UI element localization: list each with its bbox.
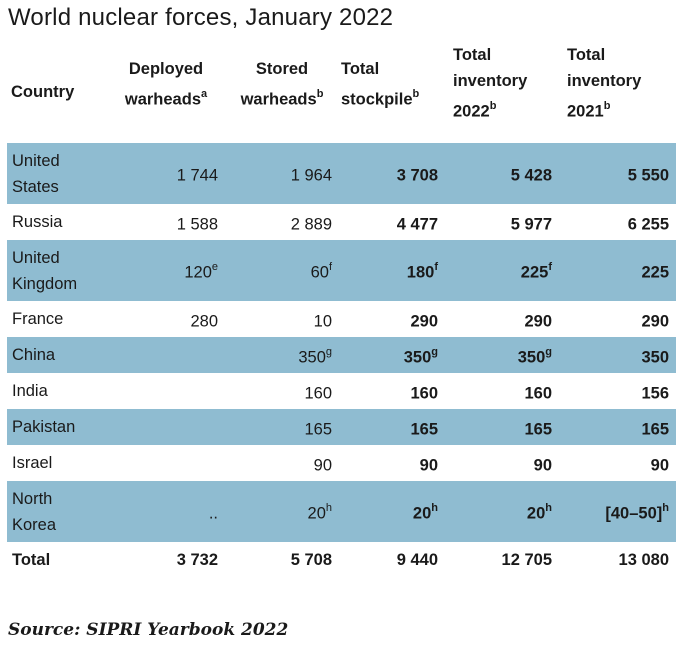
value-cell: 1 744 bbox=[107, 143, 225, 204]
value-cell: 10 bbox=[313, 312, 332, 331]
total-value-cell: 3 732 bbox=[176, 551, 218, 569]
value-cell: 5 428 bbox=[445, 143, 559, 204]
table-row: Israel 90 90 90 90 bbox=[7, 445, 676, 481]
value-cell: 180f bbox=[339, 240, 445, 301]
country-cell: United Kingdom bbox=[7, 240, 107, 301]
country-cell: China bbox=[7, 337, 107, 373]
value-cell: 165 bbox=[445, 409, 559, 445]
value-cell: 90 bbox=[533, 456, 552, 475]
source-note: Source: SIPRI Yearbook 2022 bbox=[8, 620, 289, 640]
header-country: Country bbox=[11, 82, 75, 101]
table-row: China 350g 350g 350g 350 bbox=[7, 337, 676, 373]
value-cell: 350g bbox=[339, 337, 445, 373]
value-cell: 350 bbox=[559, 337, 676, 373]
value-cell: 20h bbox=[445, 481, 559, 542]
value-cell bbox=[107, 373, 225, 409]
value-cell: .. bbox=[107, 481, 225, 542]
value-cell: 350g bbox=[445, 337, 559, 373]
total-value-cell: 5 708 bbox=[290, 551, 332, 569]
header-stored-warheads: Stored warheadsb bbox=[240, 60, 324, 109]
value-cell: 3 708 bbox=[339, 143, 445, 204]
value-cell: 6 255 bbox=[627, 215, 669, 234]
header-deployed-warheads: Deployed warheadsa bbox=[124, 60, 208, 109]
value-cell: 90 bbox=[313, 456, 332, 475]
header-total-stockpile: Total stockpileb bbox=[341, 60, 420, 109]
value-cell: 20h bbox=[339, 481, 445, 542]
value-cell: 290 bbox=[641, 312, 669, 331]
value-cell: 4 477 bbox=[396, 215, 438, 234]
value-cell bbox=[107, 445, 225, 481]
value-cell: 350g bbox=[225, 337, 339, 373]
value-cell: 165 bbox=[559, 409, 676, 445]
value-cell: 1 964 bbox=[225, 143, 339, 204]
value-cell: 160 bbox=[304, 384, 332, 403]
value-cell: 120e bbox=[107, 240, 225, 301]
table-row: Russia 1 588 2 889 4 477 5 977 6 255 bbox=[7, 204, 676, 240]
value-cell: 290 bbox=[524, 312, 552, 331]
value-cell: 160 bbox=[524, 384, 552, 403]
value-cell: [40–50]h bbox=[559, 481, 676, 542]
value-cell: 5 550 bbox=[559, 143, 676, 204]
chart-title: World nuclear forces, January 2022 bbox=[8, 4, 394, 31]
table-row: United States 1 744 1 964 3 708 5 428 5 550 bbox=[7, 143, 676, 204]
country-cell: Russia bbox=[12, 213, 63, 231]
value-cell: 90 bbox=[650, 456, 669, 475]
value-cell: 20h bbox=[225, 481, 339, 542]
total-value-cell: 9 440 bbox=[396, 551, 438, 569]
value-cell: 225 bbox=[559, 240, 676, 301]
value-cell: 225f bbox=[445, 240, 559, 301]
country-cell: India bbox=[12, 382, 48, 400]
value-cell: 60f bbox=[225, 240, 339, 301]
country-cell: Pakistan bbox=[7, 409, 107, 445]
total-value-cell: 12 705 bbox=[501, 551, 552, 569]
total-value-cell: 13 080 bbox=[618, 551, 669, 569]
value-cell: 280 bbox=[190, 312, 218, 331]
value-cell: 165 bbox=[225, 409, 339, 445]
nuclear-forces-table: Country Deployed warheadsa Stored warhea… bbox=[7, 40, 676, 578]
country-cell: France bbox=[12, 310, 64, 328]
value-cell: 290 bbox=[410, 312, 438, 331]
value-cell: 160 bbox=[410, 384, 438, 403]
table-row: Pakistan 165 165 165 165 bbox=[7, 409, 676, 445]
table-row: India 160 160 160 156 bbox=[7, 373, 676, 409]
value-cell: 2 889 bbox=[290, 215, 332, 234]
table-row: France 280 10 290 290 290 bbox=[7, 301, 676, 337]
total-label: Total bbox=[12, 551, 51, 569]
value-cell bbox=[107, 409, 225, 445]
table-row: United Kingdom 120e 60f 180f 225f 225 bbox=[7, 240, 676, 301]
header-total-inventory-2022: Total inventory 2022b bbox=[453, 46, 528, 121]
value-cell: 5 977 bbox=[510, 215, 552, 234]
total-row: Total 3 732 5 708 9 440 12 705 13 080 bbox=[7, 542, 676, 578]
country-cell: Israel bbox=[12, 454, 53, 472]
value-cell: 1 588 bbox=[176, 215, 218, 234]
value-cell: 165 bbox=[339, 409, 445, 445]
value-cell: 156 bbox=[641, 384, 669, 403]
country-cell: North Korea bbox=[7, 481, 107, 542]
header-total-inventory-2021: Total inventory 2021b bbox=[567, 46, 642, 121]
value-cell bbox=[107, 337, 225, 373]
header-row: Country Deployed warheadsa Stored warhea… bbox=[7, 40, 676, 143]
country-cell: United States bbox=[7, 143, 107, 204]
table-row: North Korea.. 20h 20h 20h [40–50]h bbox=[7, 481, 676, 542]
value-cell: 90 bbox=[419, 456, 438, 475]
